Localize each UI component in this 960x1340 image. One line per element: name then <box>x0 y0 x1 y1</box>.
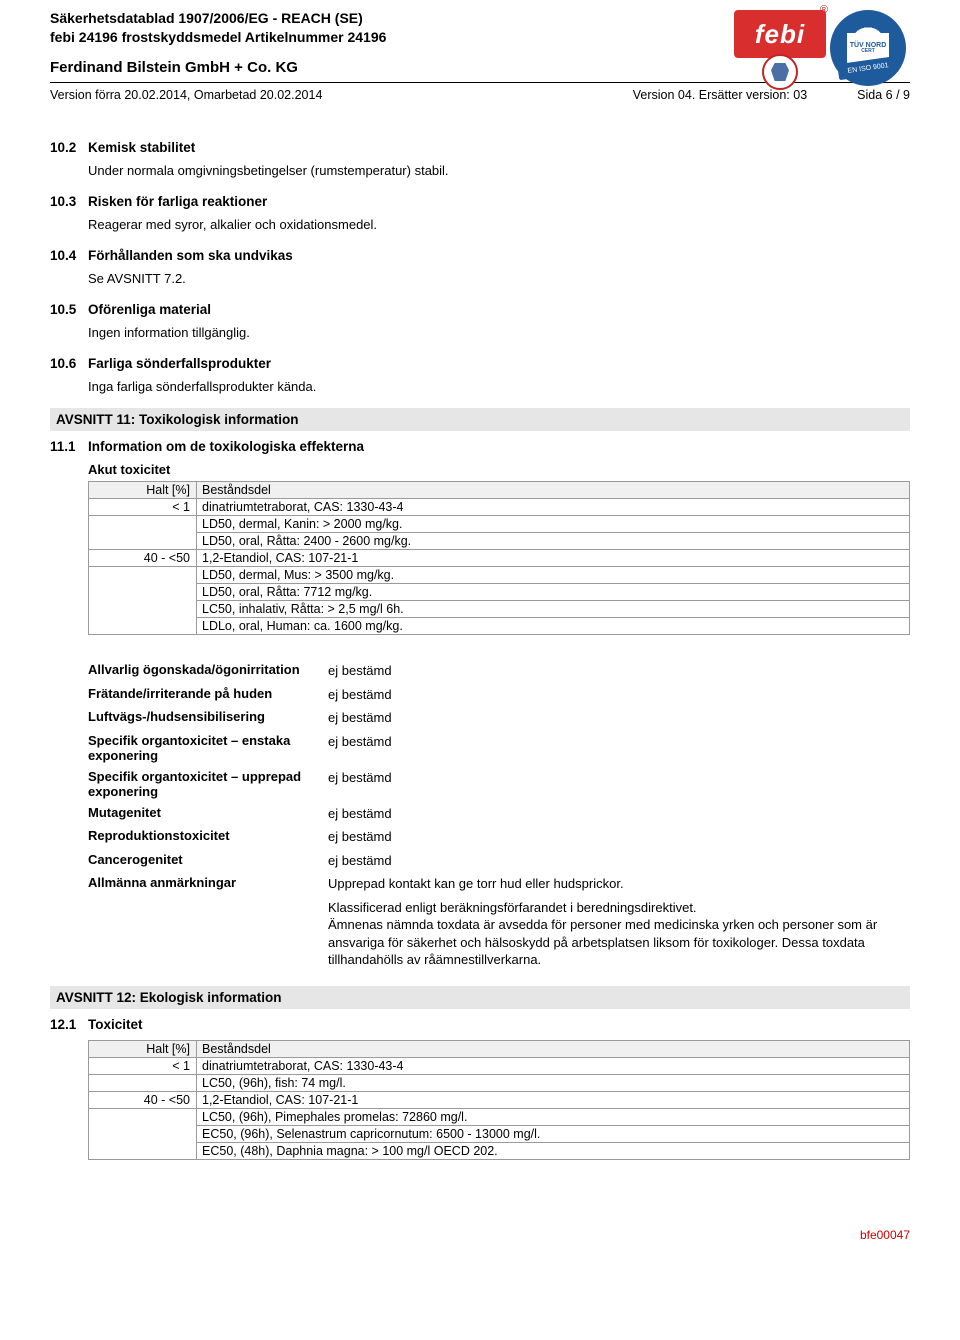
header-title-2: febi 24196 frostskyddsmedel Artikelnumme… <box>50 29 710 45</box>
table-header-row: Halt [%] Beståndsdel <box>89 482 910 499</box>
tuv-logo: TÜV NORD CERT EN ISO 9001 <box>830 10 910 88</box>
table-row: EC50, (96h), Selenastrum capricornutum: … <box>89 1126 910 1143</box>
col-header-comp: Beståndsdel <box>197 482 910 499</box>
table-row: Mutagenitetej bestämd <box>88 802 910 826</box>
section-title: Farliga sönderfallsprodukter <box>88 356 271 371</box>
header-logos: ® febi TÜV NORD CERT EN ISO 9001 <box>734 10 910 88</box>
table-header-row: Halt [%] Beståndsdel <box>89 1041 910 1058</box>
section-10-3-body: Reagerar med syror, alkalier och oxidati… <box>88 217 910 232</box>
section-title: Förhållanden som ska undvikas <box>88 248 293 263</box>
febi-logo: ® febi <box>734 10 826 88</box>
section-11-1-subheading: Akut toxicitet <box>88 462 910 477</box>
table-row: LC50, inhalativ, Råtta: > 2,5 mg/l 6h. <box>89 601 910 618</box>
table-row: Frätande/irriterande på hudenej bestämd <box>88 683 910 707</box>
section-12-1-heading: 12.1 Toxicitet <box>50 1017 910 1032</box>
table-row: Cancerogenitetej bestämd <box>88 849 910 873</box>
table-row: LD50, oral, Råtta: 7712 mg/kg. <box>89 584 910 601</box>
section-number: 10.5 <box>50 302 88 317</box>
section-10-5-body: Ingen information tillgänglig. <box>88 325 910 340</box>
section-number: 12.1 <box>50 1017 88 1032</box>
section-title: Kemisk stabilitet <box>88 140 195 155</box>
ecological-table: Halt [%] Beståndsdel < 1dinatriumtetrabo… <box>88 1040 910 1160</box>
table-row: LDLo, oral, Human: ca. 1600 mg/kg. <box>89 618 910 635</box>
table-row: Allmänna anmärkningarUpprepad kontakt ka… <box>88 872 910 896</box>
header-title-1: Säkerhetsdatablad 1907/2006/EG - REACH (… <box>50 10 710 26</box>
table-row: 40 - <501,2-Etandiol, CAS: 107-21-1 <box>89 550 910 567</box>
col-header-pct: Halt [%] <box>89 482 197 499</box>
table-row: LD50, oral, Råtta: 2400 - 2600 mg/kg. <box>89 533 910 550</box>
col-header-comp: Beståndsdel <box>197 1041 910 1058</box>
table-row: Reproduktionstoxicitetej bestämd <box>88 825 910 849</box>
section-title: Information om de toxikologiska effekter… <box>88 439 364 454</box>
toxicity-table: Halt [%] Beståndsdel < 1dinatriumtetrabo… <box>88 481 910 635</box>
col-header-pct: Halt [%] <box>89 1041 197 1058</box>
section-number: 10.2 <box>50 140 88 155</box>
section-10-6-heading: 10.6 Farliga sönderfallsprodukter <box>50 356 910 371</box>
table-row: LD50, dermal, Kanin: > 2000 mg/kg. <box>89 516 910 533</box>
table-row: < 1dinatriumtetraborat, CAS: 1330-43-4 <box>89 1058 910 1075</box>
febi-logo-circle <box>762 54 798 90</box>
section-number: 10.6 <box>50 356 88 371</box>
section-number: 10.3 <box>50 194 88 209</box>
version-left: Version förra 20.02.2014, Omarbetad 20.0… <box>50 88 322 102</box>
table-row: EC50, (48h), Daphnia magna: > 100 mg/l O… <box>89 1143 910 1160</box>
table-row: LC50, (96h), fish: 74 mg/l. <box>89 1075 910 1092</box>
febi-logo-text: febi <box>755 19 805 50</box>
table-row: 40 - <501,2-Etandiol, CAS: 107-21-1 <box>89 1092 910 1109</box>
section-10-3-heading: 10.3 Risken för farliga reaktioner <box>50 194 910 209</box>
version-right-group: Version 04. Ersätter version: 03 Sida 6 … <box>633 88 910 102</box>
table-row: Specifik organtoxicitet – enstaka expone… <box>88 730 910 766</box>
section-band-11: AVSNITT 11: Toxikologisk information <box>50 408 910 431</box>
section-number: 10.4 <box>50 248 88 263</box>
section-title: Oförenliga material <box>88 302 211 317</box>
table-row: Specifik organtoxicitet – upprepad expon… <box>88 766 910 802</box>
section-band-12: AVSNITT 12: Ekologisk information <box>50 986 910 1009</box>
footer-code: bfe00047 <box>860 1228 910 1242</box>
section-10-6-body: Inga farliga sönderfallsprodukter kända. <box>88 379 910 394</box>
table-row: LC50, (96h), Pimephales promelas: 72860 … <box>89 1109 910 1126</box>
page-header: Säkerhetsdatablad 1907/2006/EG - REACH (… <box>50 10 910 102</box>
document-page: Säkerhetsdatablad 1907/2006/EG - REACH (… <box>0 0 960 1250</box>
febi-logo-bar: febi <box>734 10 826 58</box>
table-row: Klassificerad enligt beräkningsförfarand… <box>88 896 910 972</box>
section-10-2-heading: 10.2 Kemisk stabilitet <box>50 140 910 155</box>
section-10-5-heading: 10.5 Oförenliga material <box>50 302 910 317</box>
section-10-4-heading: 10.4 Förhållanden som ska undvikas <box>50 248 910 263</box>
section-title: Risken för farliga reaktioner <box>88 194 267 209</box>
page-number: Sida 6 / 9 <box>857 88 910 102</box>
section-title: Toxicitet <box>88 1017 143 1032</box>
tuv-logo-circle: TÜV NORD CERT EN ISO 9001 <box>830 10 906 86</box>
section-11-1-heading: 11.1 Information om de toxikologiska eff… <box>50 439 910 454</box>
febi-logo-shape-icon <box>771 63 789 81</box>
section-number: 11.1 <box>50 439 88 454</box>
table-row: Allvarlig ögonskada/ögonirritationej bes… <box>88 659 910 683</box>
table-row: < 1dinatriumtetraborat, CAS: 1330-43-4 <box>89 499 910 516</box>
table-row: Luftvägs-/hudsensibiliseringej bestämd <box>88 706 910 730</box>
section-10-2-body: Under normala omgivningsbetingelser (rum… <box>88 163 910 178</box>
effects-table: Allvarlig ögonskada/ögonirritationej bes… <box>88 659 910 972</box>
version-mid: Version 04. Ersätter version: 03 <box>633 88 807 102</box>
table-row: LD50, dermal, Mus: > 3500 mg/kg. <box>89 567 910 584</box>
section-10-4-body: Se AVSNITT 7.2. <box>88 271 910 286</box>
header-company: Ferdinand Bilstein GmbH + Co. KG <box>50 59 710 76</box>
